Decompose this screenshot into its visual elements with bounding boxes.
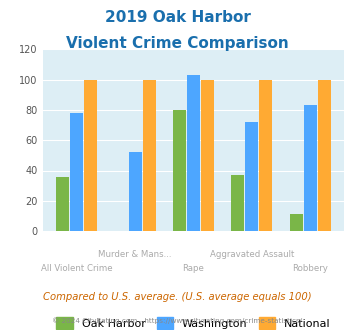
Bar (231, 175, 244, 231)
Text: Robbery: Robbery (292, 264, 328, 273)
Text: Violent Crime Comparison: Violent Crime Comparison (66, 36, 289, 51)
Bar (173, 110, 186, 231)
Bar (56, 177, 69, 231)
Text: 2019 Oak Harbor: 2019 Oak Harbor (105, 10, 250, 25)
Bar (318, 80, 331, 231)
Text: Murder & Mans...: Murder & Mans... (98, 250, 172, 259)
Text: © 2024 CityRating.com - https://www.cityrating.com/crime-statistics/: © 2024 CityRating.com - https://www.city… (53, 317, 302, 324)
Bar (201, 80, 214, 231)
Bar (143, 80, 155, 231)
Bar (260, 80, 272, 231)
Bar (290, 214, 302, 231)
Bar (245, 122, 258, 231)
Bar (187, 75, 200, 231)
Text: Aggravated Assault: Aggravated Assault (210, 250, 294, 259)
Legend: Oak Harbor, Washington, National: Oak Harbor, Washington, National (51, 313, 335, 330)
Bar (84, 80, 97, 231)
Text: All Violent Crime: All Violent Crime (41, 264, 113, 273)
Text: Compared to U.S. average. (U.S. average equals 100): Compared to U.S. average. (U.S. average … (43, 292, 312, 302)
Bar (304, 106, 317, 231)
Bar (70, 113, 83, 231)
Bar (129, 152, 142, 231)
Text: Rape: Rape (182, 264, 204, 273)
